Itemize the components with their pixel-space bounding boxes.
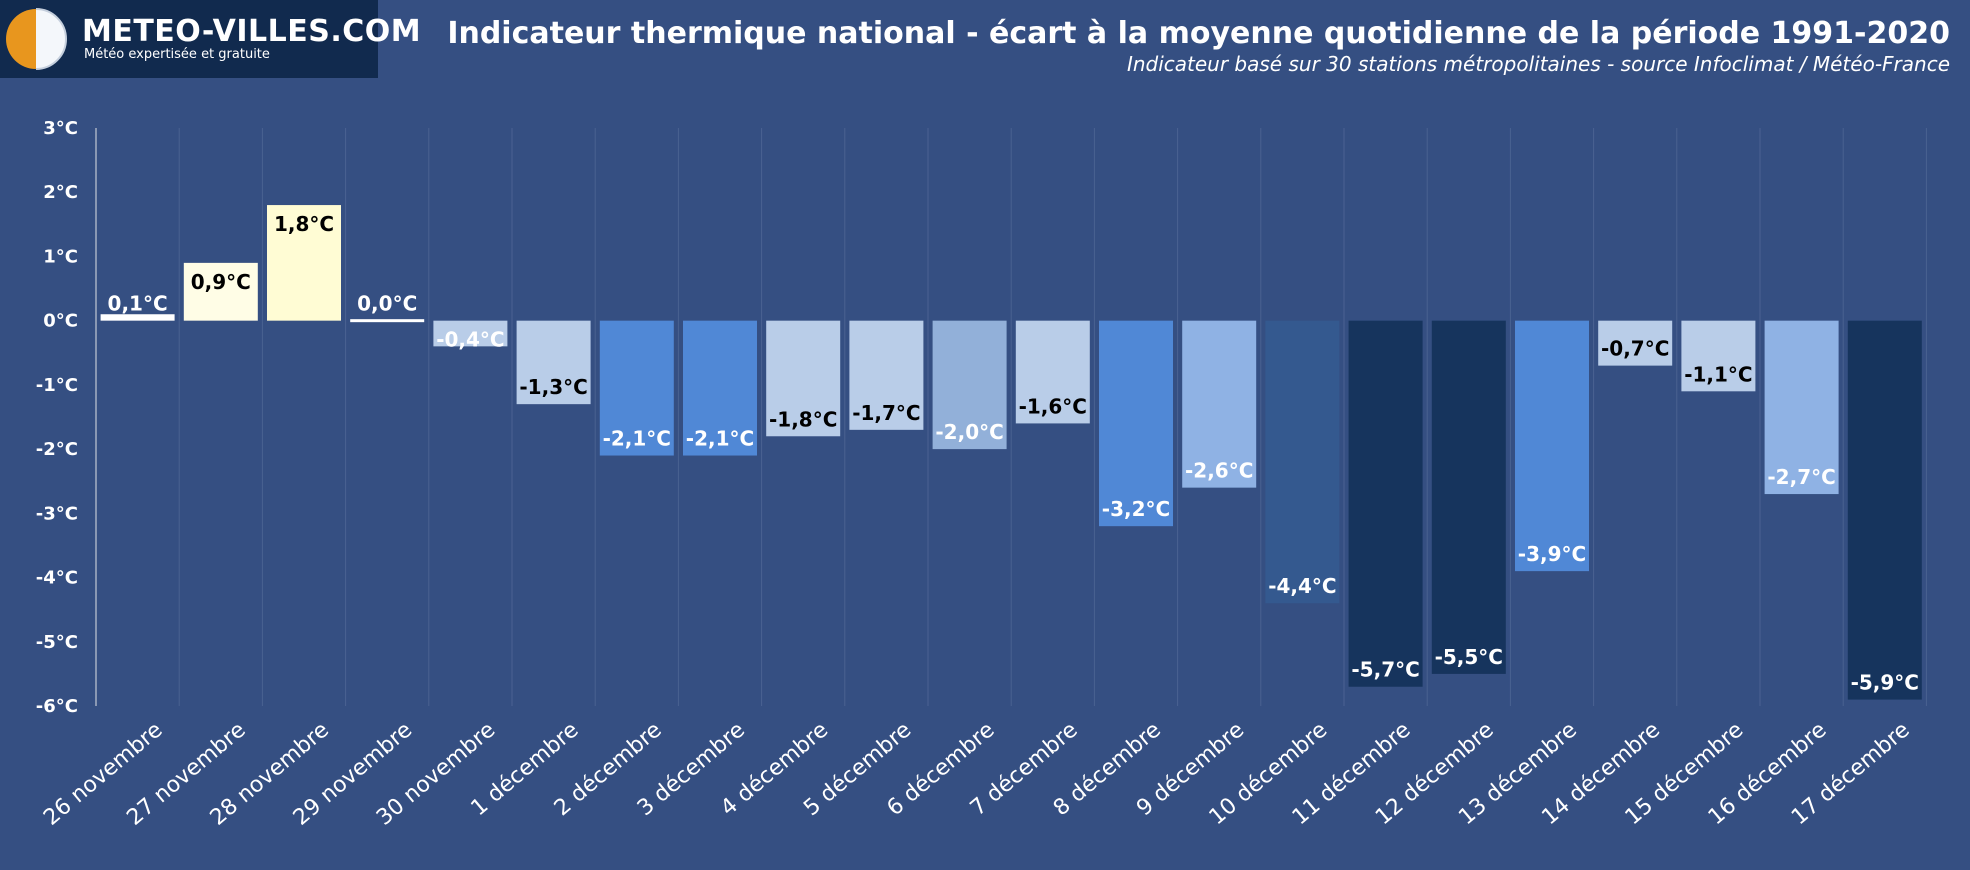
chart-title: Indicateur thermique national - écart à …: [447, 16, 1950, 51]
bar: [766, 320, 841, 437]
bar: [516, 320, 591, 405]
bar: [1764, 320, 1839, 495]
y-tick-label: 3°C: [43, 118, 78, 139]
bar: [1182, 320, 1257, 488]
data-label: -0,4°C: [436, 328, 504, 352]
data-label: -2,6°C: [1185, 459, 1253, 483]
bar: [849, 320, 924, 430]
bar: [1598, 320, 1673, 366]
y-tick-label: -2°C: [36, 439, 78, 460]
y-tick-label: -3°C: [36, 503, 78, 524]
logo-icon: [6, 8, 67, 70]
bar: [267, 205, 341, 321]
bar: [683, 320, 757, 456]
logo-arc: [35, 8, 67, 70]
data-label: -2,7°C: [1767, 465, 1835, 489]
data-label: 0,1°C: [108, 292, 168, 316]
data-label: -2,1°C: [686, 427, 754, 451]
bar: [1099, 320, 1173, 527]
logo-box: METEO-VILLES.COM Météo expertisée et gra…: [0, 0, 421, 78]
bar: [433, 320, 508, 347]
data-label: -2,1°C: [603, 427, 671, 451]
bar: [599, 320, 674, 456]
data-label: -1,3°C: [519, 375, 587, 399]
data-label: -3,9°C: [1518, 542, 1586, 566]
y-tick-label: -6°C: [36, 696, 78, 717]
data-label: -1,7°C: [852, 401, 920, 425]
y-tick-label: 2°C: [43, 182, 78, 203]
bar: [350, 319, 425, 323]
bar: [1015, 320, 1090, 424]
data-label: -5,9°C: [1851, 671, 1919, 695]
data-label: 0,9°C: [191, 270, 251, 294]
bar: [1265, 320, 1340, 604]
chart-subtitle: Indicateur basé sur 30 stations métropol…: [1126, 52, 1950, 76]
y-tick-label: -5°C: [36, 632, 78, 653]
y-tick-label: -1°C: [36, 375, 78, 396]
data-label: 0,0°C: [357, 292, 417, 316]
data-label: -2,0°C: [935, 420, 1003, 444]
data-label: -1,1°C: [1684, 362, 1752, 386]
data-label: -1,8°C: [769, 407, 837, 431]
bar: [1515, 320, 1589, 572]
data-label: -4,4°C: [1268, 574, 1336, 598]
data-label: 1,8°C: [274, 212, 334, 236]
y-tick-label: 0°C: [43, 311, 78, 332]
bar: [100, 314, 175, 321]
data-label: -0,7°C: [1601, 337, 1669, 361]
logo-light-half: [36, 9, 66, 69]
bar: [183, 262, 258, 321]
bar: [1681, 320, 1756, 392]
data-label: -1,6°C: [1019, 394, 1087, 418]
brand-name[interactable]: METEO-VILLES.COM: [82, 14, 422, 49]
bar: [1847, 320, 1922, 700]
y-tick-label: 1°C: [43, 246, 78, 267]
bar: [932, 320, 1007, 450]
brand-tagline: Météo expertisée et gratuite: [84, 47, 270, 62]
bar: [1431, 320, 1506, 674]
data-label: -5,5°C: [1435, 645, 1503, 669]
data-label: -5,7°C: [1351, 658, 1419, 682]
bar: [1348, 320, 1423, 687]
data-label: -3,2°C: [1102, 497, 1170, 521]
y-tick-label: -4°C: [36, 568, 78, 589]
